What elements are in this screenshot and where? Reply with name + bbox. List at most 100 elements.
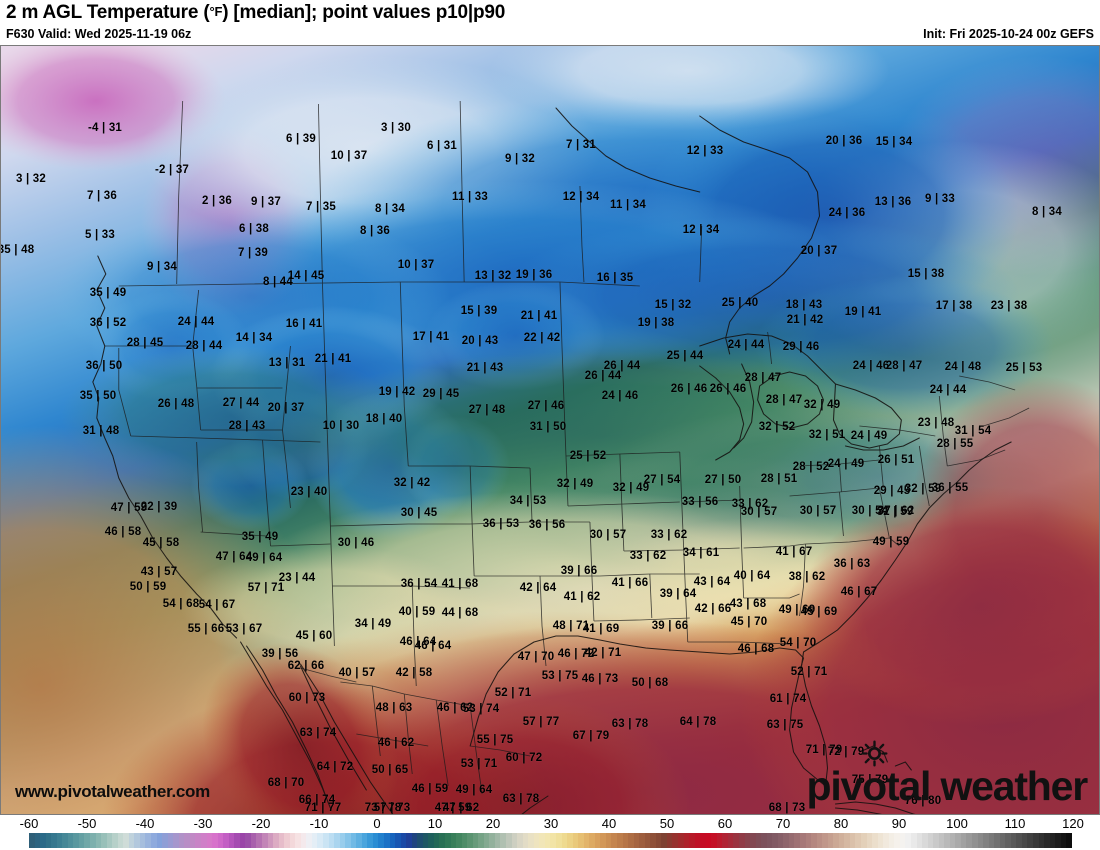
colorbar-swatch bbox=[838, 833, 845, 848]
colorbar-swatch bbox=[766, 833, 773, 848]
point-value: 16 | 41 bbox=[285, 318, 323, 330]
point-value: 9 | 33 bbox=[925, 193, 955, 205]
point-value: 36 | 54 bbox=[400, 578, 438, 590]
colorbar-tick: 30 bbox=[543, 816, 559, 831]
colorbar-swatch bbox=[705, 833, 712, 848]
point-value: 13 | 32 bbox=[474, 270, 512, 282]
colorbar-swatch bbox=[894, 833, 900, 848]
point-value: 43 | 68 bbox=[729, 598, 767, 610]
point-value: 32 | 49 bbox=[556, 478, 594, 490]
colorbar-tick: -60 bbox=[19, 816, 39, 831]
point-value: 47 | 59 bbox=[110, 502, 148, 514]
point-value: 30 | 57 bbox=[589, 529, 627, 541]
point-value: 31 | 48 bbox=[82, 425, 120, 437]
colorbar-swatch bbox=[933, 833, 939, 848]
point-value: 23 | 48 bbox=[917, 417, 955, 429]
point-value: 25 | 53 bbox=[1005, 362, 1043, 374]
colorbar-swatch bbox=[811, 833, 817, 848]
point-value: 35 | 48 bbox=[0, 244, 35, 256]
point-value: 38 | 62 bbox=[788, 571, 826, 583]
colorbar-swatch bbox=[506, 833, 512, 848]
colorbar-tick: 0 bbox=[373, 816, 381, 831]
colorbar-swatch bbox=[644, 833, 651, 848]
point-value: 52 | 71 bbox=[494, 687, 532, 699]
colorbar-swatch bbox=[139, 833, 146, 848]
map-container[interactable]: -4 | 31 3 | 32 -2 | 37 7 | 36 2 | 36 9 | 37 5 … bbox=[0, 45, 1100, 815]
colorbar-swatch bbox=[988, 833, 995, 848]
point-value: 39 | 66 bbox=[651, 620, 689, 632]
colorbar-swatch bbox=[273, 833, 279, 848]
point-value: 53 | 74 bbox=[462, 703, 500, 715]
colorbar-swatch bbox=[433, 833, 440, 848]
point-value: 10 | 30 bbox=[322, 420, 360, 432]
point-value: 30 | 54 bbox=[851, 505, 889, 517]
point-value: 48 | 71 bbox=[552, 620, 590, 632]
point-value: 13 | 36 bbox=[874, 196, 912, 208]
colorbar-tick: 80 bbox=[833, 816, 849, 831]
colorbar-tick: 40 bbox=[601, 816, 617, 831]
point-value: 26 | 51 bbox=[877, 454, 915, 466]
point-value: 32 | 42 bbox=[393, 477, 431, 489]
colorbar-swatch bbox=[844, 833, 850, 848]
point-value: 27 | 44 bbox=[222, 397, 260, 409]
colorbar-swatch bbox=[384, 833, 390, 848]
colorbar-swatch bbox=[134, 833, 140, 848]
point-value: 41 | 69 bbox=[582, 623, 620, 635]
colorbar-swatch bbox=[866, 833, 873, 848]
colorbar-swatch bbox=[622, 833, 629, 848]
point-value: 9 | 34 bbox=[147, 261, 177, 273]
point-value: 40 | 64 bbox=[733, 570, 771, 582]
title-text-rest: ) [median]; point values p10|p90 bbox=[222, 2, 506, 23]
point-value: 8 | 36 bbox=[360, 225, 390, 237]
colorbar-swatch bbox=[395, 833, 401, 848]
point-value: 42 | 58 bbox=[395, 667, 433, 679]
colorbar-swatch bbox=[849, 833, 856, 848]
colorbar-swatch bbox=[639, 833, 645, 848]
colorbar-swatch bbox=[45, 833, 52, 848]
colorbar-swatch bbox=[84, 833, 91, 848]
colorbar-swatch bbox=[877, 833, 884, 848]
point-value: 47 | 64 bbox=[215, 551, 253, 563]
point-value: 49 | 59 bbox=[872, 536, 910, 548]
colorbar-swatch bbox=[128, 833, 135, 848]
point-value: 11 | 33 bbox=[452, 191, 488, 203]
point-value: 26 | 44 bbox=[584, 370, 622, 382]
point-value: 32 | 59 bbox=[904, 483, 942, 495]
point-value: 22 | 39 bbox=[140, 501, 178, 513]
colorbar-swatch bbox=[833, 833, 839, 848]
point-value: 19 | 38 bbox=[637, 317, 675, 329]
colorbar-swatch bbox=[955, 833, 961, 848]
point-value: 57 | 73 bbox=[373, 802, 411, 814]
point-value: 34 | 53 bbox=[509, 495, 547, 507]
colorbar-swatch bbox=[228, 833, 235, 848]
point-value: 19 | 42 bbox=[378, 386, 416, 398]
colorbar-swatch bbox=[145, 833, 152, 848]
point-value: 21 | 41 bbox=[314, 353, 352, 365]
colorbar-swatch bbox=[689, 833, 695, 848]
point-value: 25 | 44 bbox=[666, 350, 704, 362]
point-value: 68 | 70 bbox=[267, 777, 305, 789]
point-value: 19 | 36 bbox=[515, 269, 553, 281]
colorbar-swatch bbox=[67, 833, 74, 848]
point-value: 34 | 61 bbox=[682, 547, 720, 559]
colorbar-swatch bbox=[800, 833, 806, 848]
colorbar-swatch bbox=[51, 833, 57, 848]
colorbar-swatch bbox=[594, 833, 601, 848]
point-value: 63 | 78 bbox=[502, 793, 540, 805]
colorbar-swatch bbox=[173, 833, 179, 848]
point-value: 63 | 74 bbox=[299, 727, 337, 739]
colorbar-swatch bbox=[578, 833, 584, 848]
point-value: 9 | 37 bbox=[251, 196, 281, 208]
point-value: 6 | 38 bbox=[239, 223, 269, 235]
point-value: 61 | 74 bbox=[769, 693, 807, 705]
point-value: 34 | 49 bbox=[354, 618, 392, 630]
point-value: 15 | 34 bbox=[875, 136, 913, 148]
point-value: 60 | 72 bbox=[505, 752, 543, 764]
brand-watermark: piv o tal weather bbox=[807, 740, 1088, 810]
colorbar-swatch bbox=[1066, 833, 1072, 848]
colorbar-container[interactable]: -60 -50 -40 -30 -20 -10 0 10 20 30 40 50 60 70 80 90 100… bbox=[0, 815, 1100, 850]
colorbar-swatch bbox=[761, 833, 767, 848]
point-value: 28 | 43 bbox=[228, 420, 266, 432]
colorbar-swatch bbox=[739, 833, 745, 848]
colorbar-swatch bbox=[406, 833, 412, 848]
